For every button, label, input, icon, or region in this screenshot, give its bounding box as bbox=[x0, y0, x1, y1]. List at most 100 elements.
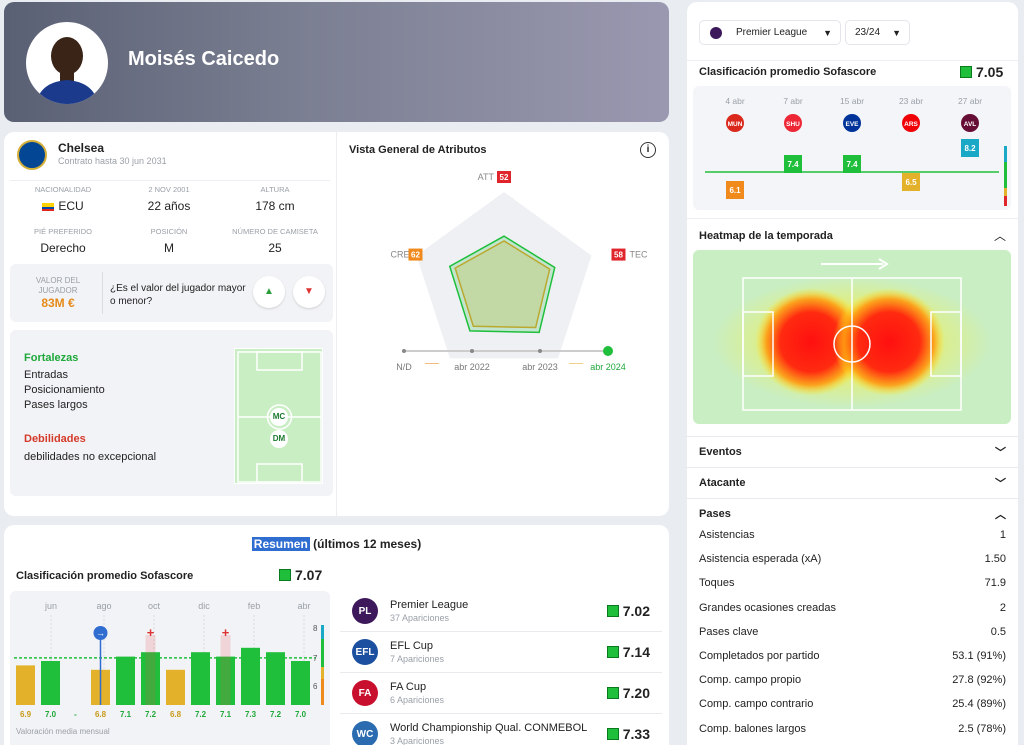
stat-value: 27.8 (92%) bbox=[952, 674, 1006, 687]
section-atacante[interactable]: Atacante ﹀ bbox=[687, 467, 1018, 498]
timeline-label[interactable]: abr 2023 bbox=[522, 362, 558, 372]
competition-apps: 6 Apariciones bbox=[390, 695, 445, 705]
month-label: oct bbox=[148, 601, 161, 611]
monthly-bar-label: 6.9 bbox=[20, 710, 32, 719]
league-name: Premier League bbox=[736, 27, 808, 38]
team-name[interactable]: Chelsea bbox=[58, 141, 105, 155]
match-rating-badge[interactable] bbox=[961, 139, 979, 157]
position-marker-mc: MC bbox=[270, 408, 288, 426]
pass-stat-row: Pases clave 0.5 bbox=[687, 620, 1018, 644]
match-rating-badge[interactable] bbox=[843, 155, 861, 173]
monthly-bar-label: 7.2 bbox=[270, 710, 282, 719]
competition-apps: 7 Apariciones bbox=[390, 654, 445, 664]
opponent-crest-icon[interactable] bbox=[726, 114, 744, 132]
opponent-crest-label: MUN bbox=[728, 121, 743, 128]
monthly-bar[interactable] bbox=[166, 669, 185, 705]
timeline-dot[interactable] bbox=[470, 349, 474, 353]
season-value: 23/24 bbox=[855, 27, 881, 38]
monthly-bar[interactable] bbox=[191, 652, 210, 705]
section-title: Pases bbox=[699, 508, 731, 520]
opponent-crest-icon[interactable] bbox=[961, 114, 979, 132]
month-label: abr bbox=[297, 601, 310, 611]
injury-icon[interactable]: + bbox=[222, 625, 230, 640]
pass-stat-row: Asistencias 1 bbox=[687, 523, 1018, 547]
heatmap-header[interactable]: Heatmap de la temporada ︿ bbox=[687, 218, 1018, 252]
position-marker-dm: DM bbox=[270, 430, 288, 448]
position-pitch: MC DM bbox=[234, 348, 323, 484]
monthly-bar[interactable] bbox=[16, 665, 35, 705]
chevron-up-icon[interactable]: ︿ bbox=[993, 229, 1006, 243]
match-rating-badge[interactable] bbox=[726, 181, 744, 199]
competition-row[interactable]: EFL EFL Cup 7 Apariciones 7.14 bbox=[340, 632, 662, 673]
competition-rating: 7.14 bbox=[606, 644, 650, 660]
stat-label: Comp. campo contrario bbox=[699, 698, 814, 711]
timeline-dot[interactable] bbox=[538, 349, 542, 353]
chevron-down-icon[interactable]: ﹀ bbox=[995, 447, 1006, 459]
section-title: Eventos bbox=[699, 446, 742, 458]
strength-item: Pases largos bbox=[24, 399, 88, 411]
competition-row[interactable]: WC World Championship Qual. CONMEBOL 3 Apa… bbox=[340, 714, 662, 745]
section-pases[interactable]: Pases ︿ bbox=[687, 498, 1018, 529]
competition-apps: 37 Apariciones bbox=[390, 613, 450, 623]
stat-value: 2 bbox=[999, 601, 1006, 614]
timeline-label[interactable]: abr 2022 bbox=[454, 362, 490, 372]
season-select[interactable]: 23/24 ▼ bbox=[845, 20, 910, 45]
timeline-label[interactable]: N/D bbox=[396, 362, 412, 372]
arrow-right-icon: → bbox=[96, 628, 105, 638]
match-date: 4 abr bbox=[725, 96, 745, 106]
chevron-up-icon[interactable]: ︿ bbox=[995, 509, 1006, 521]
opponent-crest-icon[interactable] bbox=[843, 114, 861, 132]
detail-label: 2 NOV 2001 bbox=[148, 185, 190, 194]
vote-higher-button[interactable]: ▲ bbox=[253, 276, 285, 308]
team-crest-icon[interactable] bbox=[17, 140, 47, 170]
match-rating-badge[interactable] bbox=[902, 173, 920, 191]
competition-rating-value: 7.33 bbox=[622, 726, 650, 742]
chevron-down-icon[interactable]: ﹀ bbox=[995, 478, 1006, 490]
attribute-timeline[interactable]: N/D abr 2022 abr 2023 abr 2024 bbox=[396, 346, 626, 382]
radar-value-badge bbox=[424, 363, 439, 364]
competition-row[interactable]: PL Premier League 37 Apariciones 7.02 bbox=[340, 591, 662, 632]
competition-row[interactable]: FA FA Cup 6 Apariciones 7.20 bbox=[340, 673, 662, 714]
detail-label: POSICIÓN bbox=[150, 227, 188, 236]
stat-value: 0.5 bbox=[990, 625, 1006, 638]
radar-label-tac: 65TAC bbox=[569, 363, 584, 364]
radar-background bbox=[416, 192, 592, 359]
transfer-marker-icon[interactable] bbox=[93, 626, 108, 640]
market-question: ¿Es el valor del jugador mayor o menor? bbox=[110, 283, 246, 307]
timeline-dot[interactable] bbox=[402, 349, 406, 353]
match-rating-badge[interactable] bbox=[784, 155, 802, 173]
detail-cell: PIÉ PREFERIDO Derecho bbox=[10, 227, 116, 255]
summary-rating-value: 7.07 bbox=[295, 567, 323, 583]
month-label: dic bbox=[198, 601, 210, 611]
opponent-crest-icon[interactable] bbox=[902, 114, 920, 132]
opponent-crest-icon[interactable] bbox=[784, 114, 802, 132]
premier-league-icon bbox=[710, 26, 722, 39]
timeline-label[interactable]: abr 2024 bbox=[590, 362, 626, 372]
pass-stat-row: Comp. balones largos 2.5 (78%) bbox=[687, 717, 1018, 741]
monthly-bar[interactable] bbox=[41, 661, 60, 705]
detail-cell: ALTURA 178 cm bbox=[222, 185, 328, 213]
summary-title: Resumen (últimos 12 meses) bbox=[4, 537, 669, 551]
radar-value-badge bbox=[408, 248, 423, 261]
info-icon[interactable]: i bbox=[640, 142, 656, 158]
section-eventos[interactable]: Eventos ﹀ bbox=[687, 436, 1018, 467]
monthly-bar[interactable] bbox=[241, 647, 260, 705]
match-date: 27 abr bbox=[958, 96, 982, 106]
radar-label-cre: CRE 62 bbox=[391, 248, 423, 261]
timeline-dot[interactable] bbox=[603, 346, 613, 356]
scale-label: 8 bbox=[313, 624, 318, 633]
stat-label: Comp. campo propio bbox=[699, 674, 802, 687]
detail-value: 25 bbox=[268, 241, 282, 255]
monthly-bar[interactable] bbox=[266, 652, 285, 705]
monthly-bar[interactable] bbox=[291, 661, 310, 705]
detail-label: NÚMERO DE CAMISETA bbox=[232, 227, 318, 236]
monthly-bar[interactable] bbox=[116, 656, 135, 705]
injury-icon[interactable]: + bbox=[147, 625, 155, 640]
monthly-bar[interactable] bbox=[216, 656, 235, 705]
radar-key: CRE bbox=[391, 250, 410, 260]
summary-card: Resumen (últimos 12 meses) Clasificación… bbox=[4, 525, 669, 745]
vote-lower-button[interactable]: ▼ bbox=[293, 276, 325, 308]
league-select[interactable]: Premier League ▼ bbox=[699, 20, 841, 45]
monthly-bar-label: 7.3 bbox=[245, 710, 257, 719]
monthly-bar[interactable] bbox=[141, 652, 160, 705]
